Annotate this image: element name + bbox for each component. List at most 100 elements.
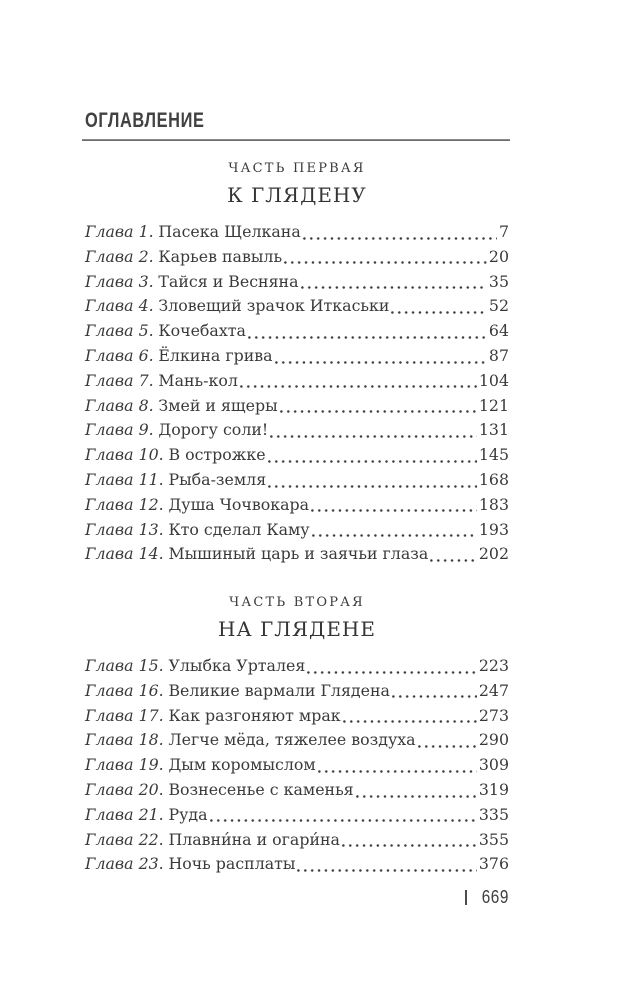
chapter-page: 309 bbox=[478, 755, 509, 775]
part-section-second: ЧАСТЬ ВТОРАЯ НА ГЛЯДЕНЕ Глава 15. Улыбка… bbox=[85, 595, 509, 877]
toc-entry: Глава 7. Мань-кол 104 bbox=[85, 369, 509, 394]
chapter-title: Тайся и Весняна bbox=[158, 271, 299, 291]
toc-entry: Глава 11. Рыба-земля 168 bbox=[85, 468, 509, 493]
dot-leader bbox=[391, 311, 487, 314]
chapter-label: Глава 7. bbox=[85, 370, 154, 390]
dot-leader bbox=[209, 819, 477, 823]
chapter-title: Легче мёда, тяжелее воздуха bbox=[168, 730, 416, 750]
toc-entry: Глава 17. Как разгоняют мрак 273 bbox=[85, 704, 509, 729]
toc-entry: Глава 23. Ночь расплаты 376 bbox=[85, 852, 509, 877]
header-rule bbox=[82, 139, 510, 141]
toc-entry: Глава 3. Тайся и Весняна 35 bbox=[85, 270, 509, 295]
chapter-title: Вознесенье с каменья bbox=[168, 779, 354, 799]
chapter-label: Глава 20. bbox=[85, 779, 164, 799]
chapter-page: 87 bbox=[488, 345, 509, 365]
toc-entry: Глава 2. Карьев павыль 20 bbox=[85, 245, 509, 270]
chapter-label: Глава 18. bbox=[85, 730, 164, 750]
part-title: К ГЛЯДЕНУ bbox=[227, 183, 367, 207]
chapter-label: Глава 2. bbox=[85, 246, 154, 266]
chapter-title: Великие вармали Глядена bbox=[168, 680, 390, 700]
chapter-label: Глава 12. bbox=[85, 494, 164, 514]
chapter-page: 104 bbox=[478, 370, 509, 390]
page-title: ОГЛАВЛЕНИЕ bbox=[85, 109, 205, 132]
chapter-page: 202 bbox=[478, 544, 509, 564]
chapter-label: Глава 13. bbox=[85, 519, 164, 539]
chapter-title: Дорогу соли! bbox=[158, 420, 269, 440]
dot-leader bbox=[279, 410, 477, 414]
part-label: ЧАСТЬ ПЕРВАЯ bbox=[228, 161, 366, 176]
dot-leader bbox=[391, 695, 477, 699]
chapter-title: Мань-кол bbox=[158, 370, 238, 390]
chapter-page: 335 bbox=[478, 804, 509, 824]
chapter-page: 376 bbox=[478, 854, 509, 874]
part-label: ЧАСТЬ ВТОРАЯ bbox=[229, 595, 365, 610]
chapter-label: Глава 1. bbox=[85, 222, 154, 241]
chapter-title: Рыба-земля bbox=[168, 469, 267, 489]
dot-leader bbox=[267, 459, 477, 463]
toc-entry: Глава 12. Душа Чочвокара 183 bbox=[85, 493, 509, 518]
dot-leader bbox=[307, 670, 477, 674]
chapter-label: Глава 23. bbox=[85, 854, 164, 874]
page-footer: 669 bbox=[465, 888, 509, 906]
chapter-title: Зловещий зрачок Иткаськи bbox=[158, 296, 390, 316]
chapter-page: 52 bbox=[488, 296, 509, 316]
chapter-title: Ёлкина грива bbox=[158, 345, 273, 365]
dot-leader bbox=[430, 558, 477, 562]
chapter-label: Глава 9. bbox=[85, 420, 154, 440]
dot-leader bbox=[270, 434, 477, 438]
chapter-page: 193 bbox=[478, 519, 509, 539]
dot-leader bbox=[247, 335, 487, 339]
toc-entry: Глава 20. Вознесенье с каменья 319 bbox=[85, 778, 509, 803]
dot-leader bbox=[300, 286, 487, 290]
chapter-label: Глава 14. bbox=[85, 544, 164, 564]
chapter-title: Дым коромыслом bbox=[168, 755, 316, 775]
dot-leader bbox=[239, 385, 477, 389]
dot-leader bbox=[355, 794, 477, 798]
toc-entries: Глава 1. Пасека Щелкана 7 Глава 2. Карье… bbox=[85, 220, 509, 567]
toc-entry: Глава 21. Руда 335 bbox=[85, 803, 509, 828]
toc-entry: Глава 14. Мышиный царь и заячьи глаза 20… bbox=[85, 542, 509, 567]
chapter-page: 131 bbox=[478, 420, 509, 440]
dot-leader bbox=[417, 745, 477, 748]
chapter-title: Душа Чочвокара bbox=[168, 494, 310, 514]
chapter-page: 319 bbox=[478, 779, 509, 799]
dot-leader bbox=[284, 261, 487, 265]
chapter-page: 355 bbox=[478, 829, 509, 849]
chapter-title: Карьев павыль bbox=[158, 246, 283, 266]
chapter-page: 35 bbox=[488, 271, 509, 291]
chapter-page: 121 bbox=[478, 395, 509, 415]
chapter-page: 168 bbox=[478, 469, 509, 489]
chapter-label: Глава 16. bbox=[85, 680, 164, 700]
chapter-label: Глава 17. bbox=[85, 705, 164, 725]
toc-entry: Глава 9. Дорогу соли! 131 bbox=[85, 418, 509, 443]
chapter-title: Кочебахта bbox=[158, 321, 246, 341]
chapter-label: Глава 6. bbox=[85, 345, 154, 365]
toc-entry: Глава 16. Великие вармали Глядена 247 bbox=[85, 679, 509, 704]
dot-leader bbox=[274, 360, 487, 364]
chapter-label: Глава 10. bbox=[85, 445, 164, 465]
chapter-label: Глава 21. bbox=[85, 804, 164, 824]
toc-entry: Глава 15. Улыбка Урталея 223 bbox=[85, 654, 509, 679]
toc-entry: Глава 22. Плавни́на и огари́на 355 bbox=[85, 828, 509, 853]
dot-leader bbox=[311, 509, 477, 513]
chapter-page: 273 bbox=[478, 705, 509, 725]
dot-leader bbox=[268, 484, 477, 488]
chapter-title: Ночь расплаты bbox=[168, 854, 296, 874]
chapter-title: Мышиный царь и заячьи глаза bbox=[168, 544, 429, 564]
dot-leader bbox=[311, 534, 477, 538]
part-section-first: ЧАСТЬ ПЕРВАЯ К ГЛЯДЕНУ Глава 1. Пасека Щ… bbox=[85, 161, 509, 567]
chapter-page: 20 bbox=[488, 246, 509, 266]
toc-entry: Глава 18. Легче мёда, тяжелее воздуха 29… bbox=[85, 728, 509, 753]
toc-entry: Глава 8. Змей и ящеры 121 bbox=[85, 394, 509, 419]
chapter-title: Как разгоняют мрак bbox=[168, 705, 341, 725]
chapter-page: 7 bbox=[498, 222, 509, 241]
chapter-page: 145 bbox=[478, 445, 509, 465]
toc-entries: Глава 15. Улыбка Урталея 223 Глава 16. В… bbox=[85, 654, 509, 877]
toc-entry: Глава 19. Дым коромыслом 309 bbox=[85, 753, 509, 778]
dot-leader bbox=[317, 769, 477, 773]
chapter-page: 247 bbox=[478, 680, 509, 700]
dot-leader bbox=[302, 236, 497, 240]
dot-leader bbox=[341, 844, 477, 848]
chapter-label: Глава 15. bbox=[85, 656, 164, 675]
